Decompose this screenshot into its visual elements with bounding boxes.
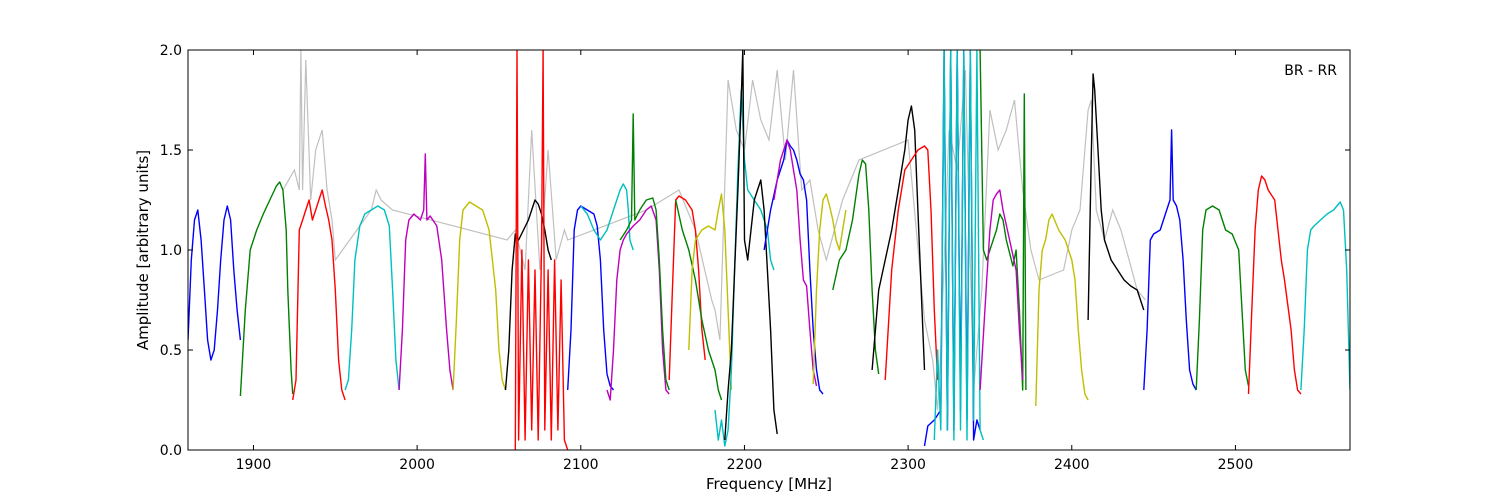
y-tick-label: 1.5 — [160, 143, 182, 159]
x-tick-label: 1900 — [236, 457, 272, 473]
series-line-19 — [812, 193, 847, 385]
x-tick-label: 2400 — [1054, 457, 1090, 473]
series-line-16 — [724, 50, 778, 441]
x-axis: 1900 2000 2100 2200 2300 2400 2500 — [236, 50, 1254, 473]
series-line-8 — [567, 205, 615, 391]
series-line-21 — [871, 105, 926, 371]
series-line-2 — [292, 189, 346, 401]
y-tick-label: 0.5 — [160, 343, 182, 359]
series-line-20 — [832, 159, 880, 375]
series-line-3 — [344, 205, 400, 391]
series-line-30 — [1195, 205, 1250, 391]
series-line-12 — [668, 195, 706, 381]
plot-area — [188, 50, 1350, 450]
series-line-28 — [1087, 73, 1145, 321]
series-line-22 — [884, 145, 939, 381]
series-line-4 — [398, 153, 454, 391]
series-line-29 — [1143, 129, 1197, 391]
x-tick-label: 2500 — [1218, 457, 1254, 473]
background-trace — [282, 50, 1146, 411]
x-tick-label: 2100 — [563, 457, 599, 473]
y-axis: 0.0 0.5 1.0 1.5 2.0 — [160, 43, 1350, 459]
series-line-11 — [619, 113, 670, 391]
series-line-13 — [675, 199, 723, 401]
series-line-1 — [239, 181, 294, 397]
x-tick-label: 2000 — [399, 457, 435, 473]
x-axis-title: Frequency [MHz] — [706, 475, 832, 493]
y-axis-title: Amplitude [arbitrary units] — [134, 150, 152, 350]
series-line-14 — [688, 193, 733, 391]
series-line-31 — [1247, 175, 1302, 395]
x-tick-label: 2200 — [727, 457, 763, 473]
series-line-0 — [188, 205, 242, 361]
x-tick-label: 2300 — [890, 457, 926, 473]
series-line-26 — [979, 189, 1024, 391]
y-tick-label: 0.0 — [160, 443, 182, 459]
series-line-27 — [1035, 213, 1089, 407]
series-line-7 — [514, 50, 569, 450]
series-line-5 — [452, 201, 507, 391]
series-line-10 — [606, 205, 670, 401]
series-line-24 — [933, 50, 985, 441]
y-tick-label: 2.0 — [160, 43, 182, 59]
chart-annotation: BR - RR — [1284, 63, 1337, 79]
series-line-32 — [1300, 201, 1350, 391]
series-line-9 — [580, 183, 634, 251]
series-line-18 — [773, 139, 818, 387]
y-tick-label: 1.0 — [160, 243, 182, 259]
